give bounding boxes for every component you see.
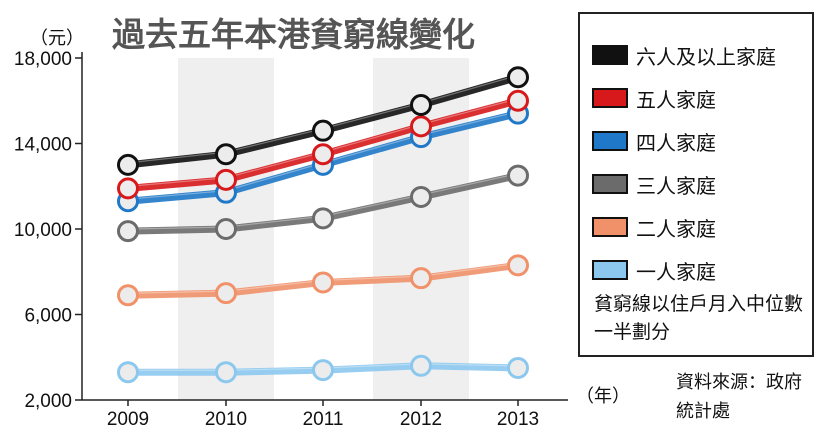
data-point-2009 [117, 220, 139, 243]
legend-label: 六人及以上家庭 [636, 44, 776, 69]
y-tick-label: 18,000 [14, 49, 72, 70]
legend: 六人及以上家庭 五人家庭四人家庭三人家庭二人家庭一人家庭 貧窮線以住戶月入中位數一… [578, 12, 814, 357]
data-point-2012 [410, 354, 432, 377]
data-point-2012 [410, 94, 432, 117]
legend-item: 二人家庭 [592, 210, 716, 244]
legend-item: 三人家庭 [592, 167, 716, 201]
data-point-2010 [215, 168, 237, 191]
data-point-2013 [507, 164, 529, 187]
data-point-2011 [312, 271, 334, 294]
data-point-2010 [215, 282, 237, 305]
chart-title: 過去五年本港貧窮線變化 [112, 15, 475, 54]
legend-item: 一人家庭 [592, 253, 716, 287]
legend-label: 四人家庭 [636, 130, 716, 155]
legend-label: 一人家庭 [636, 259, 716, 284]
legend-swatch [592, 88, 628, 108]
x-ticks: 2009 2010 2011 2012 2013 [107, 400, 539, 430]
x-tick-label: 2013 [497, 409, 539, 430]
x-tick-label: 2011 [303, 409, 344, 430]
y-tick-label: 10,000 [14, 220, 72, 241]
x-tick-label: 2010 [205, 409, 247, 430]
axes [81, 52, 568, 401]
data-point-2010 [215, 143, 237, 166]
legend-label: 三人家庭 [636, 173, 716, 198]
y-ticks: 2,000 6,000 10,000 14,000 18,000 [14, 49, 82, 412]
legend-swatch [592, 260, 628, 280]
data-point-2012 [410, 185, 432, 208]
legend-item: 六人及以上家庭 [592, 38, 776, 72]
x-tick-label: 2012 [400, 409, 442, 430]
data-point-2013 [507, 66, 529, 89]
x-axis-unit: （年） [576, 386, 630, 407]
data-point-2012 [410, 115, 432, 138]
data-point-2010 [215, 218, 237, 240]
legend-swatch [592, 131, 628, 151]
data-point-2011 [312, 359, 334, 382]
data-point-2009 [117, 361, 139, 384]
data-point-2010 [215, 361, 237, 384]
data-point-2011 [312, 119, 334, 142]
data-point-2012 [410, 267, 432, 290]
x-tick-label: 2009 [107, 409, 149, 430]
y-axis-unit: （元） [30, 28, 84, 49]
data-point-2009 [117, 177, 139, 200]
source-note: 資料來源：政府統計處 [676, 372, 802, 422]
series-4 [117, 164, 529, 243]
data-point-2013 [507, 254, 529, 277]
data-point-2009 [117, 153, 139, 176]
legend-item: 五人家庭 [592, 81, 716, 115]
y-tick-label: 2,000 [24, 391, 72, 412]
y-tick-label: 14,000 [14, 135, 72, 156]
data-point-2013 [507, 89, 529, 112]
data-point-2011 [312, 143, 334, 166]
y-tick-label: 6,000 [24, 306, 72, 327]
legend-label: 五人家庭 [636, 87, 716, 112]
legend-label: 二人家庭 [636, 216, 716, 241]
series-6 [117, 354, 529, 384]
series-2 [117, 89, 529, 200]
series-5 [117, 254, 529, 307]
series-lines [117, 66, 529, 384]
data-point-2013 [507, 356, 529, 379]
data-point-2011 [312, 207, 334, 230]
legend-swatch [592, 217, 628, 237]
legend-item: 四人家庭 [592, 124, 716, 158]
legend-swatch [592, 174, 628, 194]
legend-swatch [592, 45, 628, 65]
legend-note: 貧窮線以住戶月入中位數一半劃分 [594, 293, 804, 343]
data-point-2009 [117, 284, 139, 307]
series-1 [117, 66, 529, 176]
